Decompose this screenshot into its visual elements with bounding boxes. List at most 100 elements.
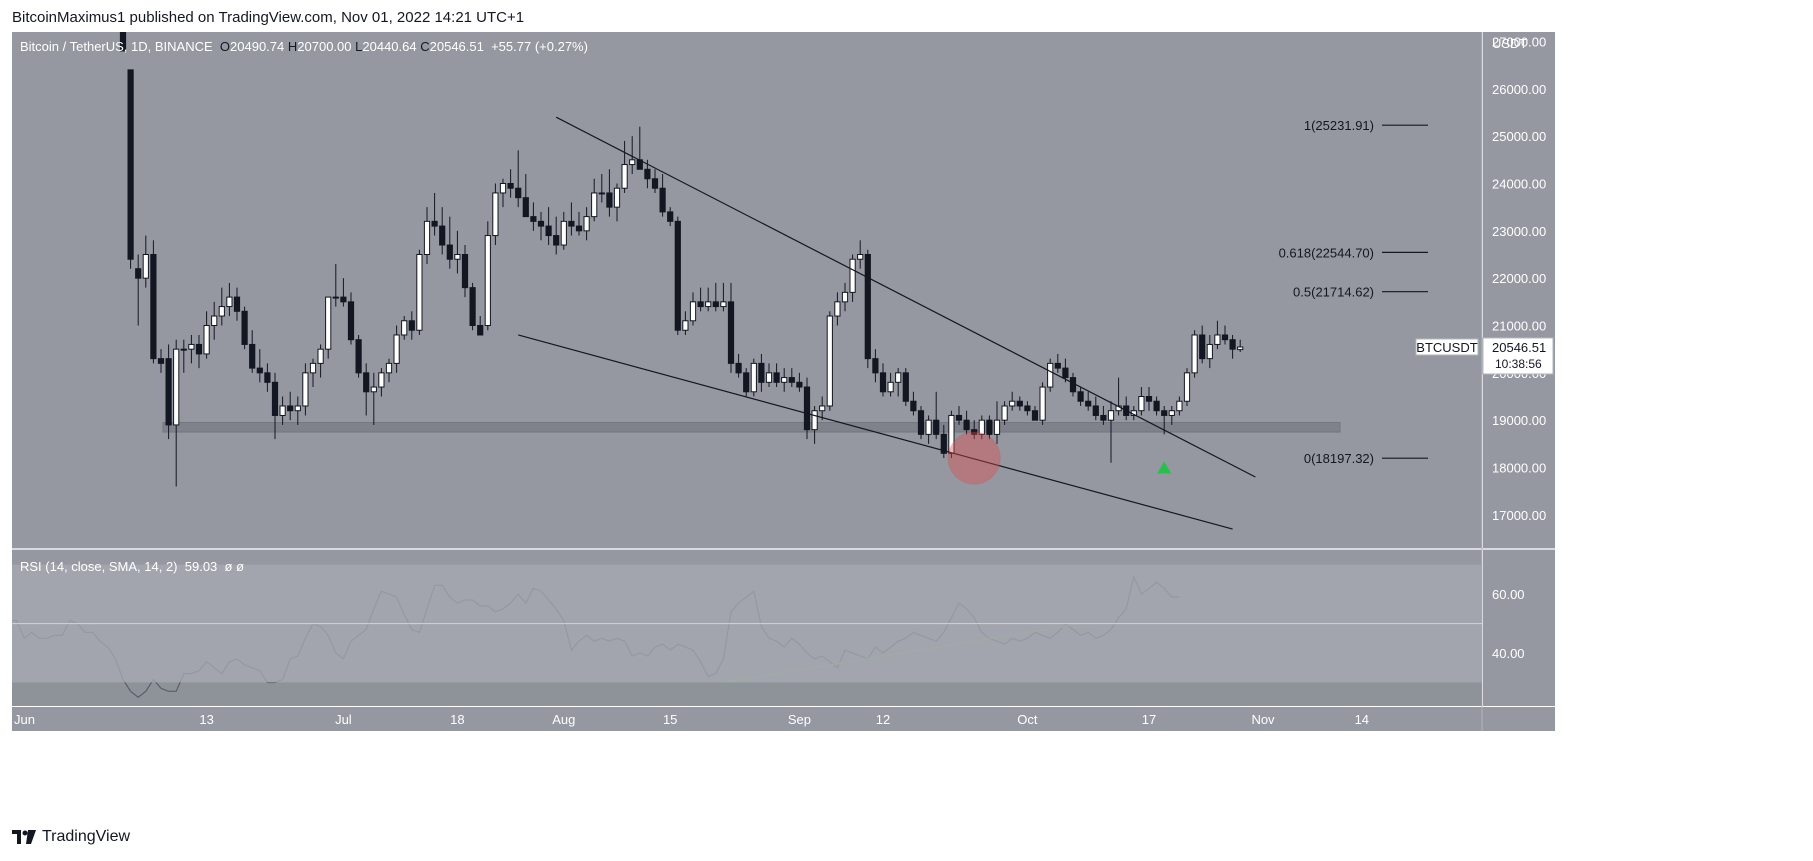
tradingview-footer[interactable]: TradingView	[12, 828, 130, 846]
candle	[370, 372, 377, 425]
candle	[841, 282, 849, 312]
candle-body-up	[1001, 405, 1008, 421]
candle	[173, 339, 180, 487]
candle-body-down	[477, 325, 484, 336]
candle-body-down	[1221, 334, 1229, 341]
candle	[332, 263, 339, 307]
candle-body-down	[461, 253, 469, 289]
candle-body-down	[157, 358, 165, 364]
candle	[195, 334, 203, 369]
candle-body-down	[287, 405, 294, 412]
candle-body-up	[393, 334, 400, 364]
rsi-axis-tick: 40.00	[1492, 646, 1525, 661]
candle-body-down	[606, 192, 613, 208]
candle-body-down	[659, 187, 666, 213]
candle	[1237, 339, 1244, 352]
price-axis-tick: 22000.00	[1492, 271, 1546, 286]
candle	[651, 169, 659, 193]
candle	[492, 183, 499, 246]
candle	[446, 216, 453, 269]
candle	[598, 174, 605, 203]
candle	[864, 249, 871, 369]
candle	[203, 311, 210, 359]
candle-body-up	[188, 343, 195, 350]
legend-h-value: 20700.00	[297, 39, 351, 54]
green-up-arrow-icon	[1157, 461, 1172, 474]
candle	[1191, 330, 1198, 378]
candle-body-down	[667, 211, 674, 222]
candle	[933, 391, 940, 440]
candle	[568, 202, 575, 236]
last-price-value: 20546.51	[1492, 340, 1546, 355]
rsi-oversold-shade	[12, 682, 1482, 706]
ticker-badge	[1415, 338, 1479, 356]
rsi-value: 59.03	[185, 559, 218, 574]
candle-body-down	[469, 287, 476, 327]
candle	[887, 372, 894, 397]
candle	[211, 301, 218, 340]
time-axis-label: 12	[876, 712, 890, 727]
legend-c-value: 20546.51	[430, 39, 484, 54]
candle-body-up	[385, 362, 393, 374]
candle	[819, 396, 826, 421]
candle-body-down	[917, 410, 925, 435]
legend-spacer	[484, 39, 491, 54]
candle-body-down	[165, 358, 172, 426]
price-axis-bg	[1483, 32, 1555, 548]
candle-body-up	[492, 192, 499, 237]
price-axis-tick: 27000.00	[1492, 34, 1546, 49]
fib-level-label: 1(25231.91)	[1304, 118, 1374, 133]
descending-support-line	[518, 334, 1233, 530]
candle	[165, 344, 172, 440]
candle	[857, 240, 864, 269]
candle	[355, 334, 362, 378]
price-axis-tick: 26000.00	[1492, 82, 1546, 97]
candle-body-down	[363, 372, 370, 393]
candle-body-down	[940, 433, 947, 454]
candle-body-up	[948, 414, 955, 454]
candle	[1016, 396, 1023, 411]
candle	[256, 349, 263, 383]
candle-body-up	[689, 301, 697, 322]
candle	[1092, 396, 1099, 421]
symbol-legend: Bitcoin / TetherUS, 1D, BINANCE O20490.7…	[20, 39, 588, 54]
candle-body-down	[195, 343, 203, 355]
candle	[385, 358, 393, 383]
candle	[606, 169, 613, 217]
candle-body-down	[674, 220, 681, 331]
candle	[454, 230, 461, 274]
candle-body-down	[1085, 400, 1092, 407]
candle	[393, 325, 400, 373]
candle-body-up	[378, 372, 385, 388]
candle	[180, 339, 187, 373]
candle	[575, 211, 583, 236]
candle	[803, 377, 811, 440]
candle	[682, 311, 689, 335]
candle	[993, 401, 1001, 444]
tradingview-brand: TradingView	[42, 828, 131, 845]
candle-body-up	[1206, 343, 1213, 360]
candle-body-down	[651, 178, 659, 189]
candle-body-down	[1054, 362, 1061, 369]
candle	[530, 202, 537, 231]
candle-body-down	[902, 372, 909, 402]
candle	[317, 344, 324, 378]
candle-body-up	[765, 372, 773, 383]
legend-symbol: Bitcoin / TetherUS, 1D, BINANCE	[20, 39, 213, 54]
price-axis-tick: 19000.00	[1492, 413, 1546, 428]
candle-body-down	[1229, 339, 1236, 350]
candle	[1221, 325, 1229, 345]
candle	[1031, 405, 1039, 421]
candle-body-up	[925, 419, 932, 435]
candle-body-up	[682, 320, 689, 331]
candle-body-down	[803, 386, 811, 431]
candle-body-down	[910, 400, 917, 412]
candle	[226, 282, 233, 317]
candle	[1206, 334, 1213, 369]
candle-body-down	[355, 339, 362, 374]
candle-body-down	[735, 362, 742, 374]
candle-body-down	[507, 182, 514, 189]
candle	[218, 287, 225, 326]
candle	[1077, 387, 1084, 406]
